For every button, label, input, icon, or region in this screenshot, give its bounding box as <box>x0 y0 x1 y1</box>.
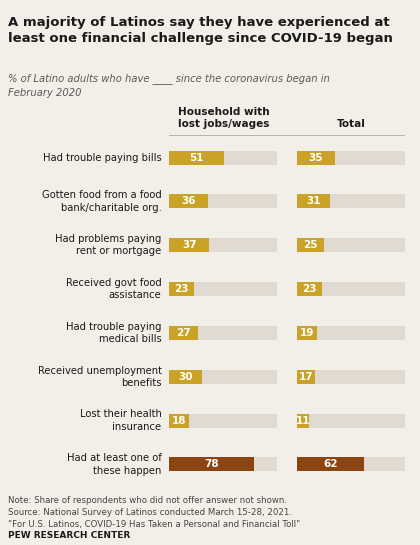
FancyBboxPatch shape <box>169 326 278 340</box>
FancyBboxPatch shape <box>169 238 209 252</box>
Text: Received unemployment
benefits: Received unemployment benefits <box>37 366 162 388</box>
FancyBboxPatch shape <box>297 282 322 296</box>
Text: 23: 23 <box>174 284 189 294</box>
Text: Had at least one of
these happen: Had at least one of these happen <box>67 453 162 476</box>
FancyBboxPatch shape <box>297 457 405 471</box>
FancyBboxPatch shape <box>297 238 405 252</box>
Text: 19: 19 <box>300 328 314 338</box>
FancyBboxPatch shape <box>297 414 309 428</box>
FancyBboxPatch shape <box>297 326 318 340</box>
FancyBboxPatch shape <box>169 414 189 428</box>
Text: 30: 30 <box>178 372 193 382</box>
FancyBboxPatch shape <box>169 282 278 296</box>
FancyBboxPatch shape <box>169 457 254 471</box>
Text: Lost their health
insurance: Lost their health insurance <box>80 409 162 432</box>
Text: 11: 11 <box>296 416 310 426</box>
FancyBboxPatch shape <box>297 195 405 208</box>
Text: Household with
lost jobs/wages: Household with lost jobs/wages <box>178 107 269 129</box>
FancyBboxPatch shape <box>297 150 335 165</box>
Text: 17: 17 <box>299 372 313 382</box>
FancyBboxPatch shape <box>169 457 278 471</box>
Text: 37: 37 <box>182 240 197 250</box>
Text: Received govt food
assistance: Received govt food assistance <box>66 278 162 300</box>
FancyBboxPatch shape <box>297 238 324 252</box>
FancyBboxPatch shape <box>297 370 405 384</box>
FancyBboxPatch shape <box>169 150 224 165</box>
Text: 23: 23 <box>302 284 317 294</box>
FancyBboxPatch shape <box>297 370 315 384</box>
Text: Had trouble paying
medical bills: Had trouble paying medical bills <box>66 322 162 344</box>
Text: 18: 18 <box>172 416 186 426</box>
Text: 25: 25 <box>303 240 318 250</box>
FancyBboxPatch shape <box>169 282 194 296</box>
Text: 51: 51 <box>189 153 204 162</box>
Text: 27: 27 <box>176 328 191 338</box>
FancyBboxPatch shape <box>169 195 278 208</box>
FancyBboxPatch shape <box>297 326 405 340</box>
FancyBboxPatch shape <box>297 195 331 208</box>
FancyBboxPatch shape <box>297 282 405 296</box>
FancyBboxPatch shape <box>169 414 278 428</box>
Text: Had problems paying
rent or mortgage: Had problems paying rent or mortgage <box>55 234 162 257</box>
Text: 36: 36 <box>181 196 196 207</box>
Text: Note: Share of respondents who did not offer answer not shown.
Source: National : Note: Share of respondents who did not o… <box>8 496 301 529</box>
Text: 35: 35 <box>308 153 323 162</box>
FancyBboxPatch shape <box>169 326 199 340</box>
FancyBboxPatch shape <box>169 195 208 208</box>
Text: 31: 31 <box>306 196 321 207</box>
Text: % of Latino adults who have ____ since the coronavirus began in
February 2020: % of Latino adults who have ____ since t… <box>8 74 330 98</box>
Text: Gotten food from a food
bank/charitable org.: Gotten food from a food bank/charitable … <box>42 190 162 213</box>
FancyBboxPatch shape <box>169 370 202 384</box>
Text: Had trouble paying bills: Had trouble paying bills <box>43 153 162 162</box>
FancyBboxPatch shape <box>169 238 278 252</box>
FancyBboxPatch shape <box>297 457 364 471</box>
Text: PEW RESEARCH CENTER: PEW RESEARCH CENTER <box>8 531 131 541</box>
FancyBboxPatch shape <box>297 414 405 428</box>
Text: 78: 78 <box>204 459 219 469</box>
FancyBboxPatch shape <box>297 150 405 165</box>
FancyBboxPatch shape <box>169 370 278 384</box>
Text: A majority of Latinos say they have experienced at
least one financial challenge: A majority of Latinos say they have expe… <box>8 16 393 45</box>
Text: Total: Total <box>336 119 365 129</box>
FancyBboxPatch shape <box>169 150 278 165</box>
Text: 62: 62 <box>323 459 338 469</box>
